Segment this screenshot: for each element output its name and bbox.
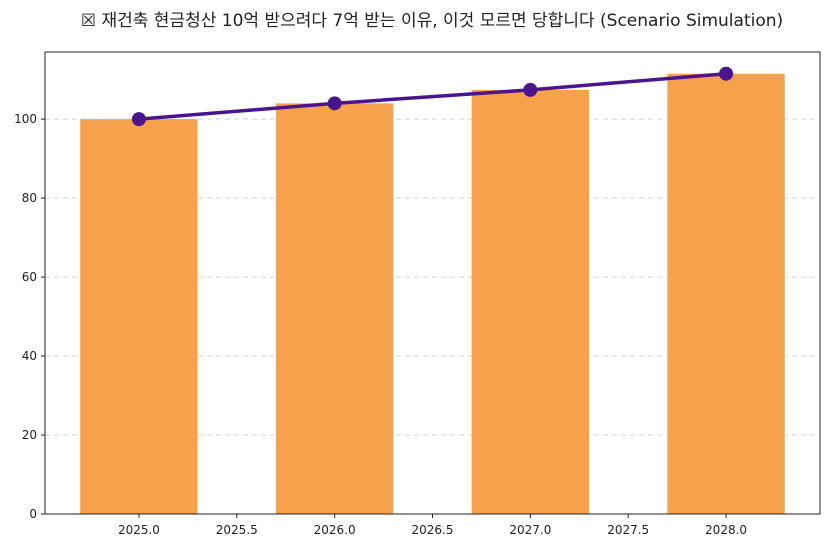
x-tick-label: 2027.5	[607, 523, 649, 537]
bars	[80, 73, 785, 515]
x-tick-label: 2026.0	[314, 523, 356, 537]
bar	[667, 73, 785, 514]
bar	[275, 103, 394, 514]
y-tick-label: 40	[22, 349, 37, 363]
x-tick-label: 2025.0	[118, 523, 160, 537]
y-tick-label: 100	[14, 112, 37, 126]
data-point	[131, 112, 146, 127]
x-tick-label: 2025.5	[216, 523, 258, 537]
x-axis: 2025.0 2025.5 2026.0 2026.5 2027.0 2027.5 2028…	[118, 514, 747, 537]
data-point	[719, 66, 734, 81]
line-series	[131, 66, 734, 127]
y-axis: 0 20 40 60 80 100	[14, 112, 45, 521]
x-tick-label: 2027.0	[509, 523, 551, 537]
y-tick-label: 60	[22, 270, 37, 284]
bar	[80, 119, 198, 514]
series-line	[138, 71, 727, 121]
x-tick-label: 2026.5	[412, 523, 454, 537]
x-tick-label: 2028.0	[705, 523, 747, 537]
y-tick-label: 80	[22, 191, 37, 205]
chart-title: ☒ 재건축 현금청산 10억 받으려다 7억 받는 이유, 이것 모르면 당합니…	[81, 11, 783, 31]
data-point	[523, 82, 538, 97]
bar	[471, 89, 590, 515]
y-tick-label: 0	[29, 507, 37, 521]
y-tick-label: 20	[22, 428, 37, 442]
data-point	[327, 96, 342, 111]
